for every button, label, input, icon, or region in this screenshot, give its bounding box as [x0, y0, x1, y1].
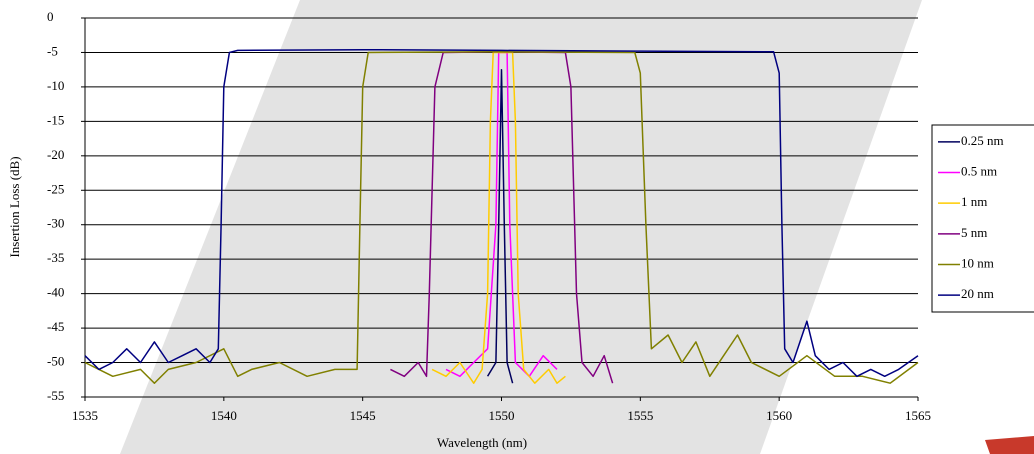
legend-box	[931, 124, 1034, 313]
legend-label: 0.25 nm	[961, 133, 1004, 148]
y-tick-label: -10	[47, 78, 64, 93]
y-tick-label: -50	[47, 354, 64, 369]
x-axis-label: Wavelength (nm)	[437, 435, 527, 450]
legend-label: 10 nm	[961, 255, 994, 270]
y-tick-label: -35	[47, 250, 64, 265]
y-tick-label: -55	[47, 388, 64, 403]
legend-label: 5 nm	[961, 225, 987, 240]
legend-label: 1 nm	[961, 194, 987, 209]
series-line	[84, 48, 919, 378]
y-tick-label: -40	[47, 285, 64, 300]
y-tick-label: -30	[47, 216, 64, 231]
x-tick-label: 1560	[766, 408, 792, 423]
y-tick-label: 0	[47, 9, 54, 24]
background-band	[120, 0, 922, 454]
series-line	[84, 51, 919, 384]
x-tick-label: 1565	[905, 408, 931, 423]
x-tick-label: 1555	[627, 408, 653, 423]
y-tick-label: -25	[47, 181, 64, 196]
x-tick-label: 1550	[489, 408, 515, 423]
legend-label: 0.5 nm	[961, 164, 997, 179]
y-axis-label: Insertion Loss (dB)	[7, 156, 22, 257]
x-tick-label: 1545	[350, 408, 376, 423]
y-tick-label: -45	[47, 319, 64, 334]
x-tick-label: 1540	[211, 408, 237, 423]
logo-fragment	[985, 436, 1034, 454]
y-tick-label: -20	[47, 147, 64, 162]
x-tick-label: 1535	[72, 408, 98, 423]
y-tick-label: -5	[47, 43, 58, 58]
legend-label: 20 nm	[961, 286, 994, 301]
y-tick-label: -15	[47, 112, 64, 127]
series-line	[486, 68, 514, 384]
